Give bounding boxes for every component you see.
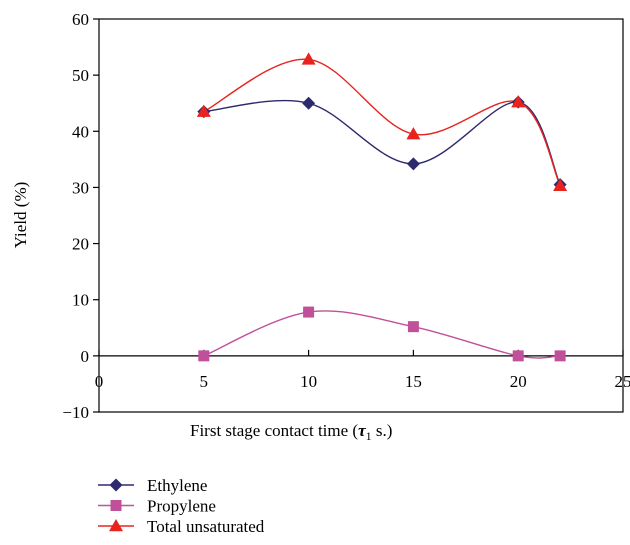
series-line [203,99,561,185]
legend-label: Ethylene [147,476,207,495]
data-point [198,350,210,362]
axis-ticks: −10 0 10 20 30 40 50 60 0 5 10 15 20 25 [62,10,630,422]
legend-marker [109,478,123,492]
x-axis-title-symbol: τ [358,421,366,440]
legend-marker [109,519,123,532]
y-axis-title: Yield (%) [11,182,30,249]
series-markers [196,52,568,362]
x-tick-label: 10 [300,372,317,391]
data-point [553,178,568,191]
x-tick-label: 25 [615,372,630,391]
data-point [196,104,211,117]
y-tick-label: 40 [72,122,89,141]
data-point [301,52,316,65]
x-tick-label: 15 [405,372,422,391]
data-point [511,95,526,108]
plot-frame [98,18,624,413]
series-line [203,58,561,187]
legend-label: Propylene [147,497,216,516]
legend-label: Total unsaturated [147,517,265,536]
data-point [512,350,524,362]
data-point [406,157,420,171]
y-tick-label: 0 [81,347,90,366]
x-tick-label: 5 [200,372,209,391]
series-lines [203,58,561,359]
data-point [407,321,419,333]
x-tick-label: 20 [510,372,527,391]
y-tick-label: −10 [62,403,89,422]
x-axis-title-prefix: First stage contact time ( [190,421,358,440]
legend-marker [110,500,122,511]
x-tick-label: 0 [95,372,104,391]
data-point [554,350,566,362]
x-axis-title-subscript: 1 [366,429,372,443]
series-line [203,310,561,359]
y-tick-label: 20 [72,235,89,254]
y-tick-label: 10 [72,291,89,310]
y-tick-label: 50 [72,66,89,85]
data-point [406,127,421,140]
data-point [303,306,315,318]
x-axis-title-suffix: s.) [372,421,393,440]
x-axis-title: First stage contact time (τ1 s.) [190,421,392,443]
y-tick-label: 30 [72,178,89,197]
data-point [302,96,316,110]
y-tick-label: 60 [72,10,89,29]
